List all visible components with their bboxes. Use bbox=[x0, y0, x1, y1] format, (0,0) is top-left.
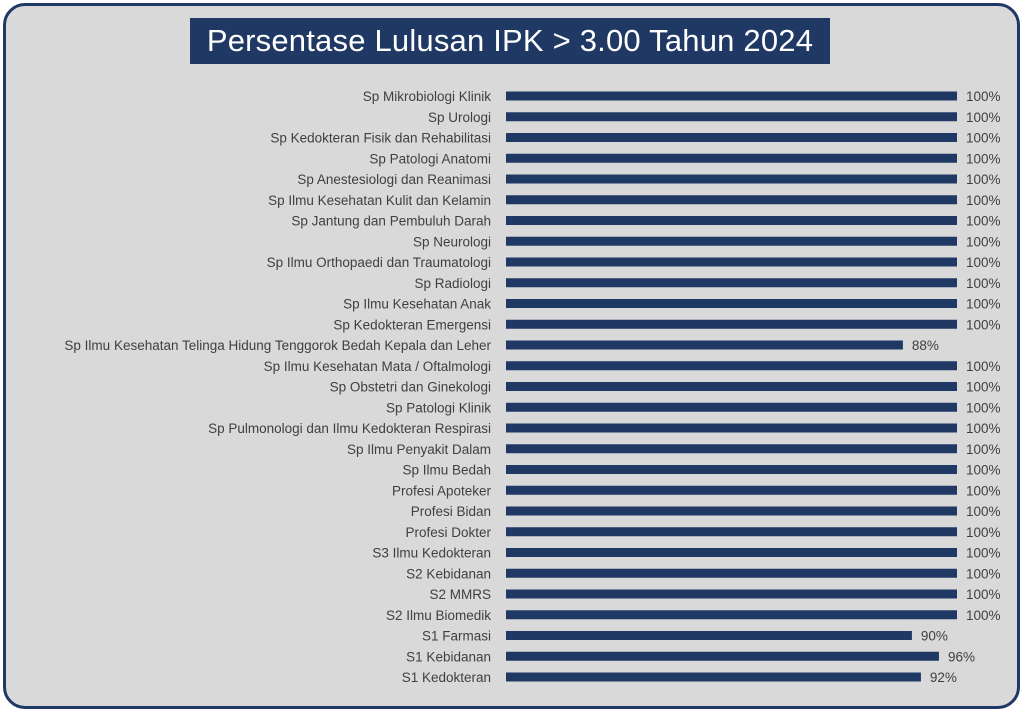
bar bbox=[506, 527, 957, 537]
category-label: Sp Kedokteran Fisik dan Rehabilitasi bbox=[270, 131, 491, 146]
category-label: Sp Urologi bbox=[428, 110, 491, 125]
value-label: 100% bbox=[966, 421, 1001, 436]
bar bbox=[506, 444, 957, 454]
bar bbox=[506, 278, 957, 288]
category-label: S2 Ilmu Biomedik bbox=[386, 608, 491, 623]
bar bbox=[506, 174, 957, 184]
category-label: S1 Kebidanan bbox=[406, 649, 491, 664]
chart-title-box: Persentase Lulusan IPK > 3.00 Tahun 2024 bbox=[190, 18, 830, 64]
category-label: Sp Pulmonologi dan Ilmu Kedokteran Respi… bbox=[208, 421, 491, 436]
value-label: 100% bbox=[966, 297, 1001, 312]
value-label: 100% bbox=[966, 380, 1001, 395]
category-label: Sp Patologi Anatomi bbox=[369, 151, 491, 166]
value-label: 100% bbox=[966, 525, 1001, 540]
bar bbox=[506, 631, 912, 640]
value-label: 88% bbox=[912, 338, 939, 353]
value-label: 100% bbox=[966, 546, 1001, 561]
value-label: 100% bbox=[966, 442, 1001, 457]
category-label: S2 MMRS bbox=[429, 587, 491, 602]
category-label: Profesi Dokter bbox=[405, 525, 491, 540]
value-label: 100% bbox=[966, 276, 1001, 291]
bar bbox=[506, 465, 957, 474]
category-label: S3 Ilmu Kedokteran bbox=[372, 546, 491, 561]
category-label: Sp Ilmu Kesehatan Telinga Hidung Tenggor… bbox=[64, 338, 491, 353]
bar bbox=[506, 485, 957, 495]
value-label: 100% bbox=[966, 214, 1001, 229]
value-label: 100% bbox=[966, 193, 1001, 208]
value-label: 100% bbox=[966, 400, 1001, 415]
category-label: Sp Mikrobiologi Klinik bbox=[363, 89, 492, 104]
bar bbox=[506, 651, 939, 661]
category-label: S2 Kebidanan bbox=[406, 566, 491, 581]
category-label: Sp Ilmu Orthopaedi dan Traumatologi bbox=[267, 255, 491, 270]
category-label: Sp Ilmu Kesehatan Anak bbox=[343, 297, 491, 312]
bar bbox=[506, 319, 957, 329]
bar bbox=[506, 133, 957, 142]
bar bbox=[506, 568, 957, 578]
category-label: Profesi Bidan bbox=[411, 504, 491, 519]
category-label: Sp Kedokteran Emergensi bbox=[333, 317, 491, 332]
chart-title: Persentase Lulusan IPK > 3.00 Tahun 2024 bbox=[206, 23, 814, 58]
value-label: 100% bbox=[966, 317, 1001, 332]
category-label: S1 Kedokteran bbox=[402, 670, 491, 685]
category-label: S1 Farmasi bbox=[422, 629, 491, 644]
value-label: 100% bbox=[966, 566, 1001, 581]
value-label: 90% bbox=[921, 629, 948, 644]
bar bbox=[506, 548, 957, 557]
category-label: Sp Jantung dan Pembuluh Darah bbox=[291, 214, 491, 229]
bar bbox=[506, 589, 957, 599]
value-label: 100% bbox=[966, 587, 1001, 602]
bar bbox=[506, 382, 957, 391]
bar bbox=[506, 153, 957, 163]
value-label: 100% bbox=[966, 255, 1001, 270]
value-label: 100% bbox=[966, 110, 1001, 125]
category-label: Sp Anestesiologi dan Reanimasi bbox=[297, 172, 491, 187]
bar bbox=[506, 506, 957, 516]
bar bbox=[506, 216, 957, 225]
category-label: Sp Ilmu Kesehatan Mata / Oftalmologi bbox=[264, 359, 491, 374]
category-label: Sp Ilmu Kesehatan Kulit dan Kelamin bbox=[268, 193, 491, 208]
value-label: 100% bbox=[966, 234, 1001, 249]
bar bbox=[506, 610, 957, 620]
category-label: Sp Obstetri dan Ginekologi bbox=[330, 380, 491, 395]
bar bbox=[506, 423, 957, 433]
category-label: Sp Radiologi bbox=[414, 276, 491, 291]
value-label: 96% bbox=[948, 649, 975, 664]
value-label: 100% bbox=[966, 89, 1001, 104]
value-label: 100% bbox=[966, 131, 1001, 146]
category-label: Profesi Apoteker bbox=[392, 483, 492, 498]
category-label: Sp Ilmu Bedah bbox=[402, 463, 491, 478]
bar bbox=[506, 257, 957, 267]
value-label: 100% bbox=[966, 359, 1001, 374]
value-label: 100% bbox=[966, 151, 1001, 166]
bar bbox=[506, 361, 957, 371]
bar bbox=[506, 112, 957, 122]
value-label: 100% bbox=[966, 463, 1001, 478]
value-label: 100% bbox=[966, 172, 1001, 187]
bar bbox=[506, 195, 957, 205]
bar bbox=[506, 340, 903, 350]
bar bbox=[506, 299, 957, 308]
bar bbox=[506, 672, 921, 682]
value-label: 92% bbox=[930, 670, 957, 685]
value-label: 100% bbox=[966, 608, 1001, 623]
category-label: Sp Patologi Klinik bbox=[386, 400, 491, 415]
bar bbox=[506, 402, 957, 412]
value-label: 100% bbox=[966, 483, 1001, 498]
category-label: Sp Neurologi bbox=[413, 234, 491, 249]
category-label: Sp Ilmu Penyakit Dalam bbox=[347, 442, 491, 457]
bar bbox=[506, 236, 957, 246]
value-label: 100% bbox=[966, 504, 1001, 519]
bar bbox=[506, 91, 957, 101]
